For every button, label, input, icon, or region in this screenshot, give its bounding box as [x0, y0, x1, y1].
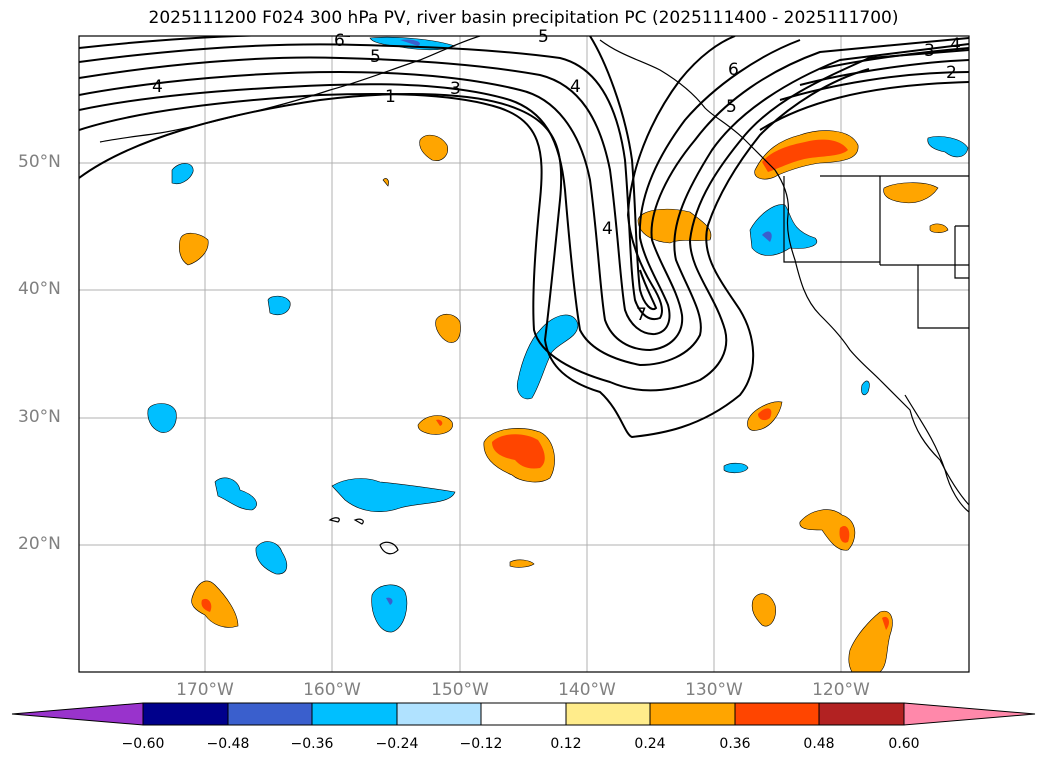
pos-blob [419, 134, 448, 161]
negative-precip-areas [147, 36, 969, 633]
colorbar-segment [480, 702, 567, 726]
colorbar-label: −0.60 [121, 736, 165, 752]
colorbar-segment [311, 702, 398, 726]
contour-label: 4 [602, 219, 613, 239]
contour-label: 6 [334, 31, 345, 51]
colorbar-extend-low [11, 702, 144, 726]
colorbar-segment [227, 702, 313, 726]
coastlines [99, 36, 969, 555]
lon-tick: 150°W [431, 680, 489, 700]
neg-blob [267, 295, 291, 316]
colorbar-label: 0.60 [888, 736, 920, 752]
pos-blob [492, 434, 545, 469]
neg-blob [255, 541, 288, 575]
pos-blob [758, 408, 772, 421]
pos-blob [191, 580, 239, 628]
pos-blob [637, 208, 712, 244]
lon-tick: 140°W [558, 680, 616, 700]
pos-blob [436, 419, 443, 426]
lat-tick: 40°N [18, 279, 61, 299]
pos-blob [848, 610, 893, 672]
pos-blob [435, 313, 461, 343]
colorbar-label: 0.12 [550, 736, 582, 752]
colorbar-segment [818, 702, 905, 726]
positive-precip-areas [178, 130, 949, 672]
pos-blob [839, 525, 850, 543]
colorbar-label: −0.36 [290, 736, 334, 752]
contour-label: 3 [450, 79, 461, 99]
neg-blob [331, 478, 456, 513]
colorbar-segment [734, 702, 820, 726]
contour-label: 4 [950, 35, 961, 55]
contour-label: 7 [636, 305, 647, 325]
colorbar-segment [142, 702, 229, 726]
contour-label: 3 [924, 41, 935, 61]
pos-blob [178, 232, 209, 266]
colorbar-extend-high [903, 702, 1036, 726]
neg-blob [171, 163, 194, 185]
neg-blob [386, 597, 393, 605]
pos-blob [762, 139, 848, 172]
pos-blob [417, 415, 453, 435]
neg-blob [749, 204, 817, 256]
contour-label: 5 [370, 47, 381, 67]
pos-blob [799, 509, 856, 551]
colorbar-label: −0.12 [459, 736, 503, 752]
neg-blob [762, 231, 772, 242]
pos-blob [883, 182, 939, 204]
contour-labels: 6 5 5 4 1 3 4 6 5 4 7 4 3 2 [152, 27, 961, 325]
contour-label: 5 [538, 27, 549, 47]
contour-label: 5 [726, 97, 737, 117]
neg-blob [927, 136, 969, 158]
pos-blob [751, 593, 776, 627]
lat-tick: 20°N [18, 534, 61, 554]
neg-blob [861, 380, 870, 396]
colorbar-label: 0.24 [634, 736, 666, 752]
contour-label: 6 [728, 60, 739, 80]
pos-blob [509, 559, 535, 568]
pos-blob [882, 616, 889, 630]
colorbar-label: −0.48 [206, 736, 250, 752]
contour-label: 4 [570, 77, 581, 97]
neg-blob [147, 403, 177, 433]
lon-tick: 120°W [812, 680, 870, 700]
lon-tick: 160°W [303, 680, 361, 700]
pos-blob [929, 223, 949, 233]
neg-blob [371, 584, 408, 633]
colorbar-label: 0.36 [719, 736, 751, 752]
neg-blob [517, 314, 579, 400]
lon-tick: 170°W [176, 680, 234, 700]
pv-contours [79, 36, 969, 439]
pos-blob [201, 598, 212, 612]
colorbar-segment [649, 702, 736, 726]
contour-label: 2 [946, 63, 957, 83]
colorbar-label: 0.48 [803, 736, 835, 752]
neg-blob [214, 477, 257, 511]
colorbar-segment [565, 702, 651, 726]
map-title: 2025111200 F024 300 hPa PV, river basin … [148, 8, 899, 28]
colorbar-segment [396, 702, 482, 726]
colorbar [11, 702, 1036, 726]
contour-label: 4 [152, 77, 163, 97]
pos-blob [382, 178, 389, 187]
neg-blob [400, 39, 420, 46]
neg-blob [723, 462, 749, 474]
contour-label: 1 [385, 87, 396, 107]
lat-tick: 50°N [18, 152, 61, 172]
colorbar-label: −0.24 [375, 736, 419, 752]
lon-tick: 130°W [685, 680, 743, 700]
lat-tick: 30°N [18, 407, 61, 427]
